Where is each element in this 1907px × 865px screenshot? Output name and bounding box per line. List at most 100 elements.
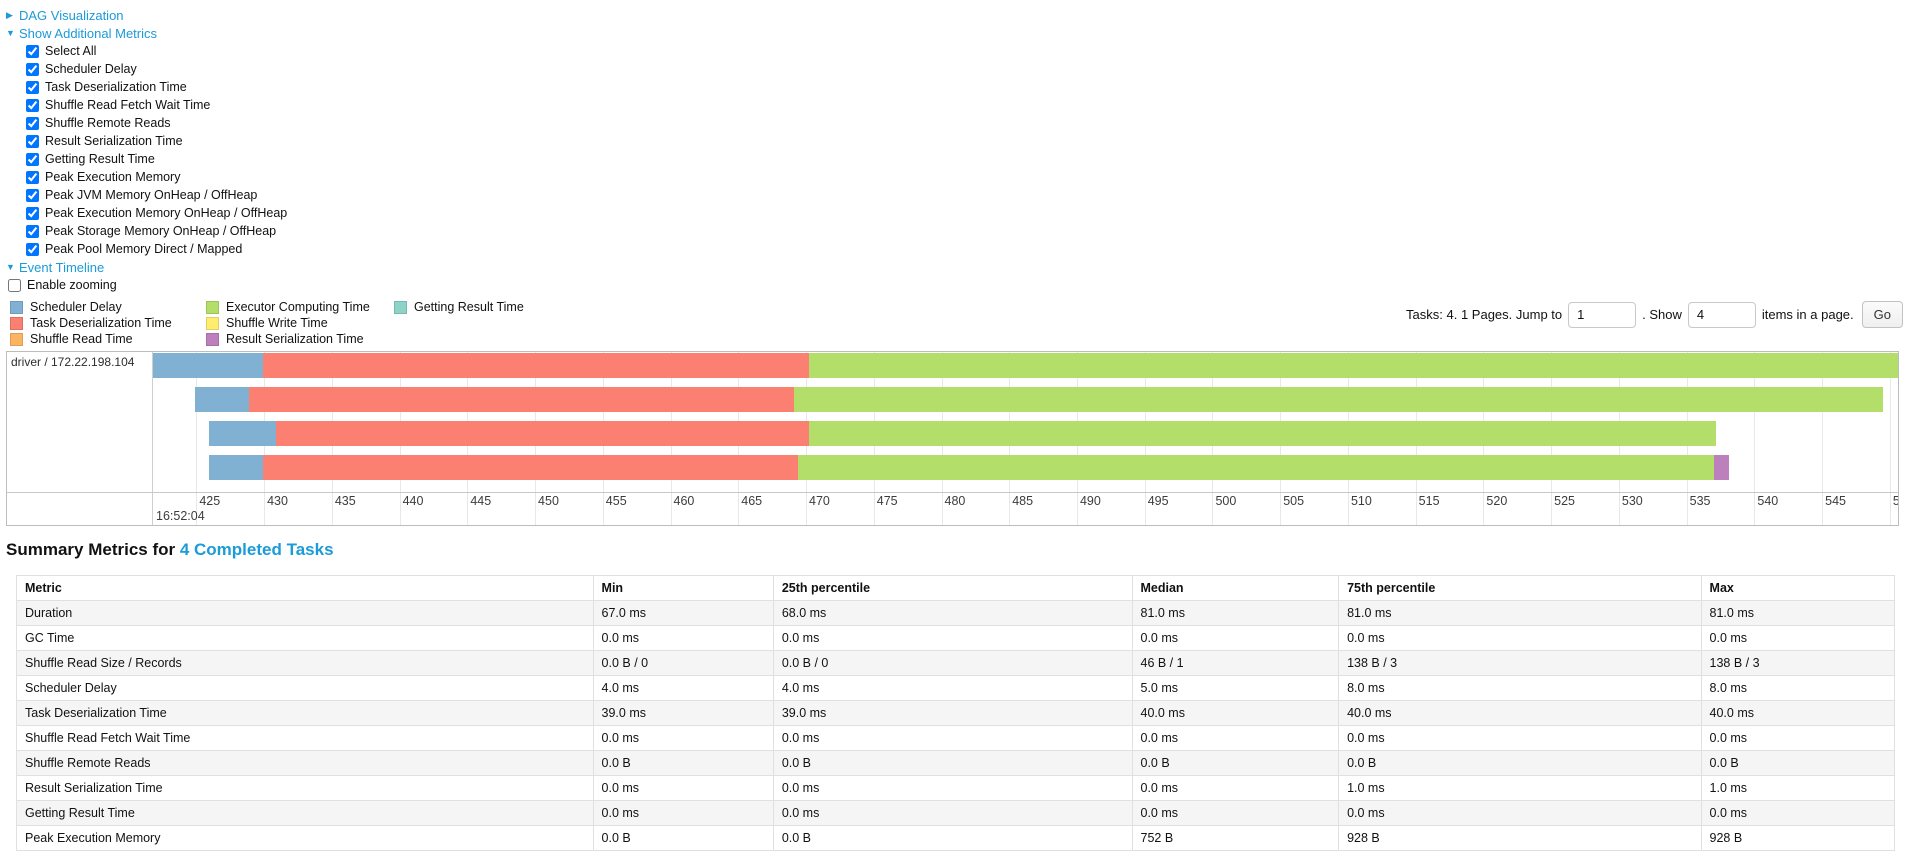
enable-zooming-checkbox[interactable] bbox=[8, 278, 21, 292]
axis-gridline bbox=[1889, 352, 1891, 525]
task-segment-executor-computing[interactable] bbox=[793, 387, 1884, 412]
table-header-cell: 25th percentile bbox=[772, 575, 1133, 601]
table-header-cell: 75th percentile bbox=[1338, 575, 1702, 601]
metric-checkbox-label: Result Serialization Time bbox=[45, 134, 183, 148]
metric-checkbox-label: Shuffle Read Fetch Wait Time bbox=[45, 98, 211, 112]
metric-value-cell: 0.0 ms bbox=[1700, 625, 1896, 651]
table-row: Shuffle Read Size / Records 0.0 B / 0 0.0 … bbox=[16, 650, 1896, 676]
summary-metrics-table: Metric Min 25th percentile Median 75th perce… bbox=[16, 575, 1896, 851]
axis-major-time-label: 16:52:04 bbox=[156, 509, 205, 523]
axis-tick-label: 540 bbox=[1757, 494, 1779, 508]
metric-value-cell: 81.0 ms bbox=[1131, 600, 1340, 626]
enable-zooming-label: Enable zooming bbox=[27, 278, 117, 292]
table-row: Task Deserialization Time 39.0 ms 39.0 ms 4… bbox=[16, 700, 1896, 726]
dag-visualization-toggle[interactable]: ▶ DAG Visualization bbox=[6, 8, 124, 23]
metric-checkbox[interactable] bbox=[26, 98, 39, 112]
task-segment-scheduler-delay[interactable] bbox=[208, 455, 263, 480]
task-segment-task-deserialization[interactable] bbox=[276, 421, 809, 446]
metric-checkbox-label: Peak JVM Memory OnHeap / OffHeap bbox=[45, 188, 258, 202]
completed-tasks-link[interactable]: 4 Completed Tasks bbox=[179, 540, 334, 559]
metric-checkbox-label: Peak Storage Memory OnHeap / OffHeap bbox=[45, 224, 277, 238]
table-row: Peak Execution Memory 0.0 B 0.0 B 752 B 928 … bbox=[16, 825, 1896, 851]
metric-checkbox[interactable] bbox=[26, 80, 39, 94]
task-segment-scheduler-delay[interactable] bbox=[153, 353, 263, 378]
metric-value-cell: 0.0 ms bbox=[592, 800, 774, 826]
task-segment-executor-computing[interactable] bbox=[797, 455, 1714, 480]
event-timeline-toggle[interactable]: ▼ Event Timeline bbox=[6, 260, 104, 275]
metric-checkbox[interactable] bbox=[26, 242, 39, 256]
metric-value-cell: 928 B bbox=[1700, 825, 1896, 851]
task-segment-scheduler-delay[interactable] bbox=[194, 387, 250, 412]
metric-checkbox[interactable] bbox=[26, 62, 39, 76]
axis-tick-label: 485 bbox=[1012, 494, 1034, 508]
dag-visualization-label: DAG Visualization bbox=[19, 7, 124, 23]
items-per-page-input[interactable] bbox=[1687, 301, 1756, 328]
metric-checkbox[interactable] bbox=[26, 206, 39, 220]
timeline-legend: Scheduler Delay Task Deserialization Time… bbox=[10, 299, 524, 347]
table-header-cell: Max bbox=[1700, 575, 1896, 601]
metric-value-cell: 40.0 ms bbox=[1338, 700, 1702, 726]
metric-checkbox[interactable] bbox=[26, 152, 39, 166]
metric-value-cell: 4.0 ms bbox=[772, 675, 1133, 701]
task-segment-result-serialization[interactable] bbox=[1713, 455, 1729, 480]
metric-value-cell: 0.0 B bbox=[1700, 750, 1896, 776]
task-segment-task-deserialization[interactable] bbox=[262, 353, 809, 378]
axis-tick-label: 470 bbox=[809, 494, 830, 508]
axis-gridline bbox=[1822, 352, 1824, 525]
show-additional-metrics-toggle[interactable]: ▼ Show Additional Metrics bbox=[6, 26, 157, 41]
go-button[interactable]: Go bbox=[1861, 301, 1903, 328]
table-header-cell: Metric bbox=[16, 575, 594, 601]
metric-name-cell: Getting Result Time bbox=[16, 800, 594, 826]
task-segment-executor-computing[interactable] bbox=[808, 353, 1898, 378]
metric-checkbox-label: Peak Execution Memory bbox=[45, 170, 181, 184]
metric-checkbox[interactable] bbox=[26, 134, 39, 148]
metric-checkbox[interactable] bbox=[26, 188, 39, 202]
table-header-cell: Median bbox=[1131, 575, 1340, 601]
metric-value-cell: 0.0 ms bbox=[592, 775, 774, 801]
task-segment-task-deserialization[interactable] bbox=[262, 455, 798, 480]
chevron-down-icon: ▼ bbox=[6, 28, 15, 38]
metric-checkbox-row: Peak Execution Memory OnHeap / OffHeap bbox=[6, 204, 1907, 222]
table-row: Getting Result Time 0.0 ms 0.0 ms 0.0 ms 0.0… bbox=[16, 800, 1896, 826]
task-timeline-bar[interactable] bbox=[208, 455, 1729, 480]
legend-item-result-serialization: Result Serialization Time bbox=[206, 331, 394, 347]
metric-name-cell: Peak Execution Memory bbox=[16, 825, 594, 851]
chevron-right-icon: ▶ bbox=[6, 9, 13, 20]
task-pagination: Tasks: 4. 1 Pages. Jump to . Show items … bbox=[1406, 299, 1903, 328]
jump-to-page-input[interactable] bbox=[1568, 301, 1637, 328]
metric-value-cell: 5.0 ms bbox=[1131, 675, 1340, 701]
metric-checkbox-row: Shuffle Read Fetch Wait Time bbox=[6, 96, 1907, 114]
items-in-page-text: items in a page. bbox=[1761, 307, 1854, 322]
task-segment-executor-computing[interactable] bbox=[808, 421, 1717, 446]
legend-item-executor-computing: Executor Computing Time bbox=[206, 299, 394, 315]
metric-checkbox[interactable] bbox=[26, 116, 39, 130]
metric-checkbox[interactable] bbox=[26, 224, 39, 238]
metric-name-cell: Shuffle Remote Reads bbox=[16, 750, 594, 776]
task-timeline-bar[interactable] bbox=[194, 387, 1884, 412]
metric-value-cell: 0.0 ms bbox=[1338, 625, 1702, 651]
metric-checkbox[interactable] bbox=[26, 44, 39, 58]
task-segment-task-deserialization[interactable] bbox=[249, 387, 794, 412]
metric-name-cell: Result Serialization Time bbox=[16, 775, 594, 801]
task-timeline-bar[interactable] bbox=[208, 421, 1717, 446]
table-row: Shuffle Remote Reads 0.0 B 0.0 B 0.0 B 0.0 B… bbox=[16, 750, 1896, 776]
tasks-count-text: Tasks: 4. 1 Pages. Jump to bbox=[1406, 307, 1563, 322]
metric-checkbox-label: Peak Pool Memory Direct / Mapped bbox=[45, 242, 243, 256]
task-segment-scheduler-delay[interactable] bbox=[208, 421, 277, 446]
metric-value-cell: 40.0 ms bbox=[1700, 700, 1896, 726]
scheduler-delay-swatch-icon bbox=[10, 300, 23, 314]
metric-name-cell: Task Deserialization Time bbox=[16, 700, 594, 726]
metric-value-cell: 0.0 B bbox=[772, 825, 1133, 851]
task-timeline-bar[interactable] bbox=[153, 353, 1898, 378]
metric-checkbox-row: Shuffle Remote Reads bbox=[6, 114, 1907, 132]
metric-value-cell: 0.0 B bbox=[592, 825, 774, 851]
metric-value-cell: 40.0 ms bbox=[1131, 700, 1340, 726]
metric-value-cell: 0.0 ms bbox=[1338, 800, 1702, 826]
legend-item-scheduler-delay: Scheduler Delay bbox=[10, 299, 206, 315]
metric-value-cell: 8.0 ms bbox=[1338, 675, 1702, 701]
metric-value-cell: 1.0 ms bbox=[1338, 775, 1702, 801]
metric-value-cell: 0.0 ms bbox=[772, 800, 1133, 826]
metric-value-cell: 0.0 ms bbox=[592, 725, 774, 751]
axis-tick-label: 500 bbox=[1215, 494, 1237, 508]
metric-checkbox[interactable] bbox=[26, 170, 39, 184]
